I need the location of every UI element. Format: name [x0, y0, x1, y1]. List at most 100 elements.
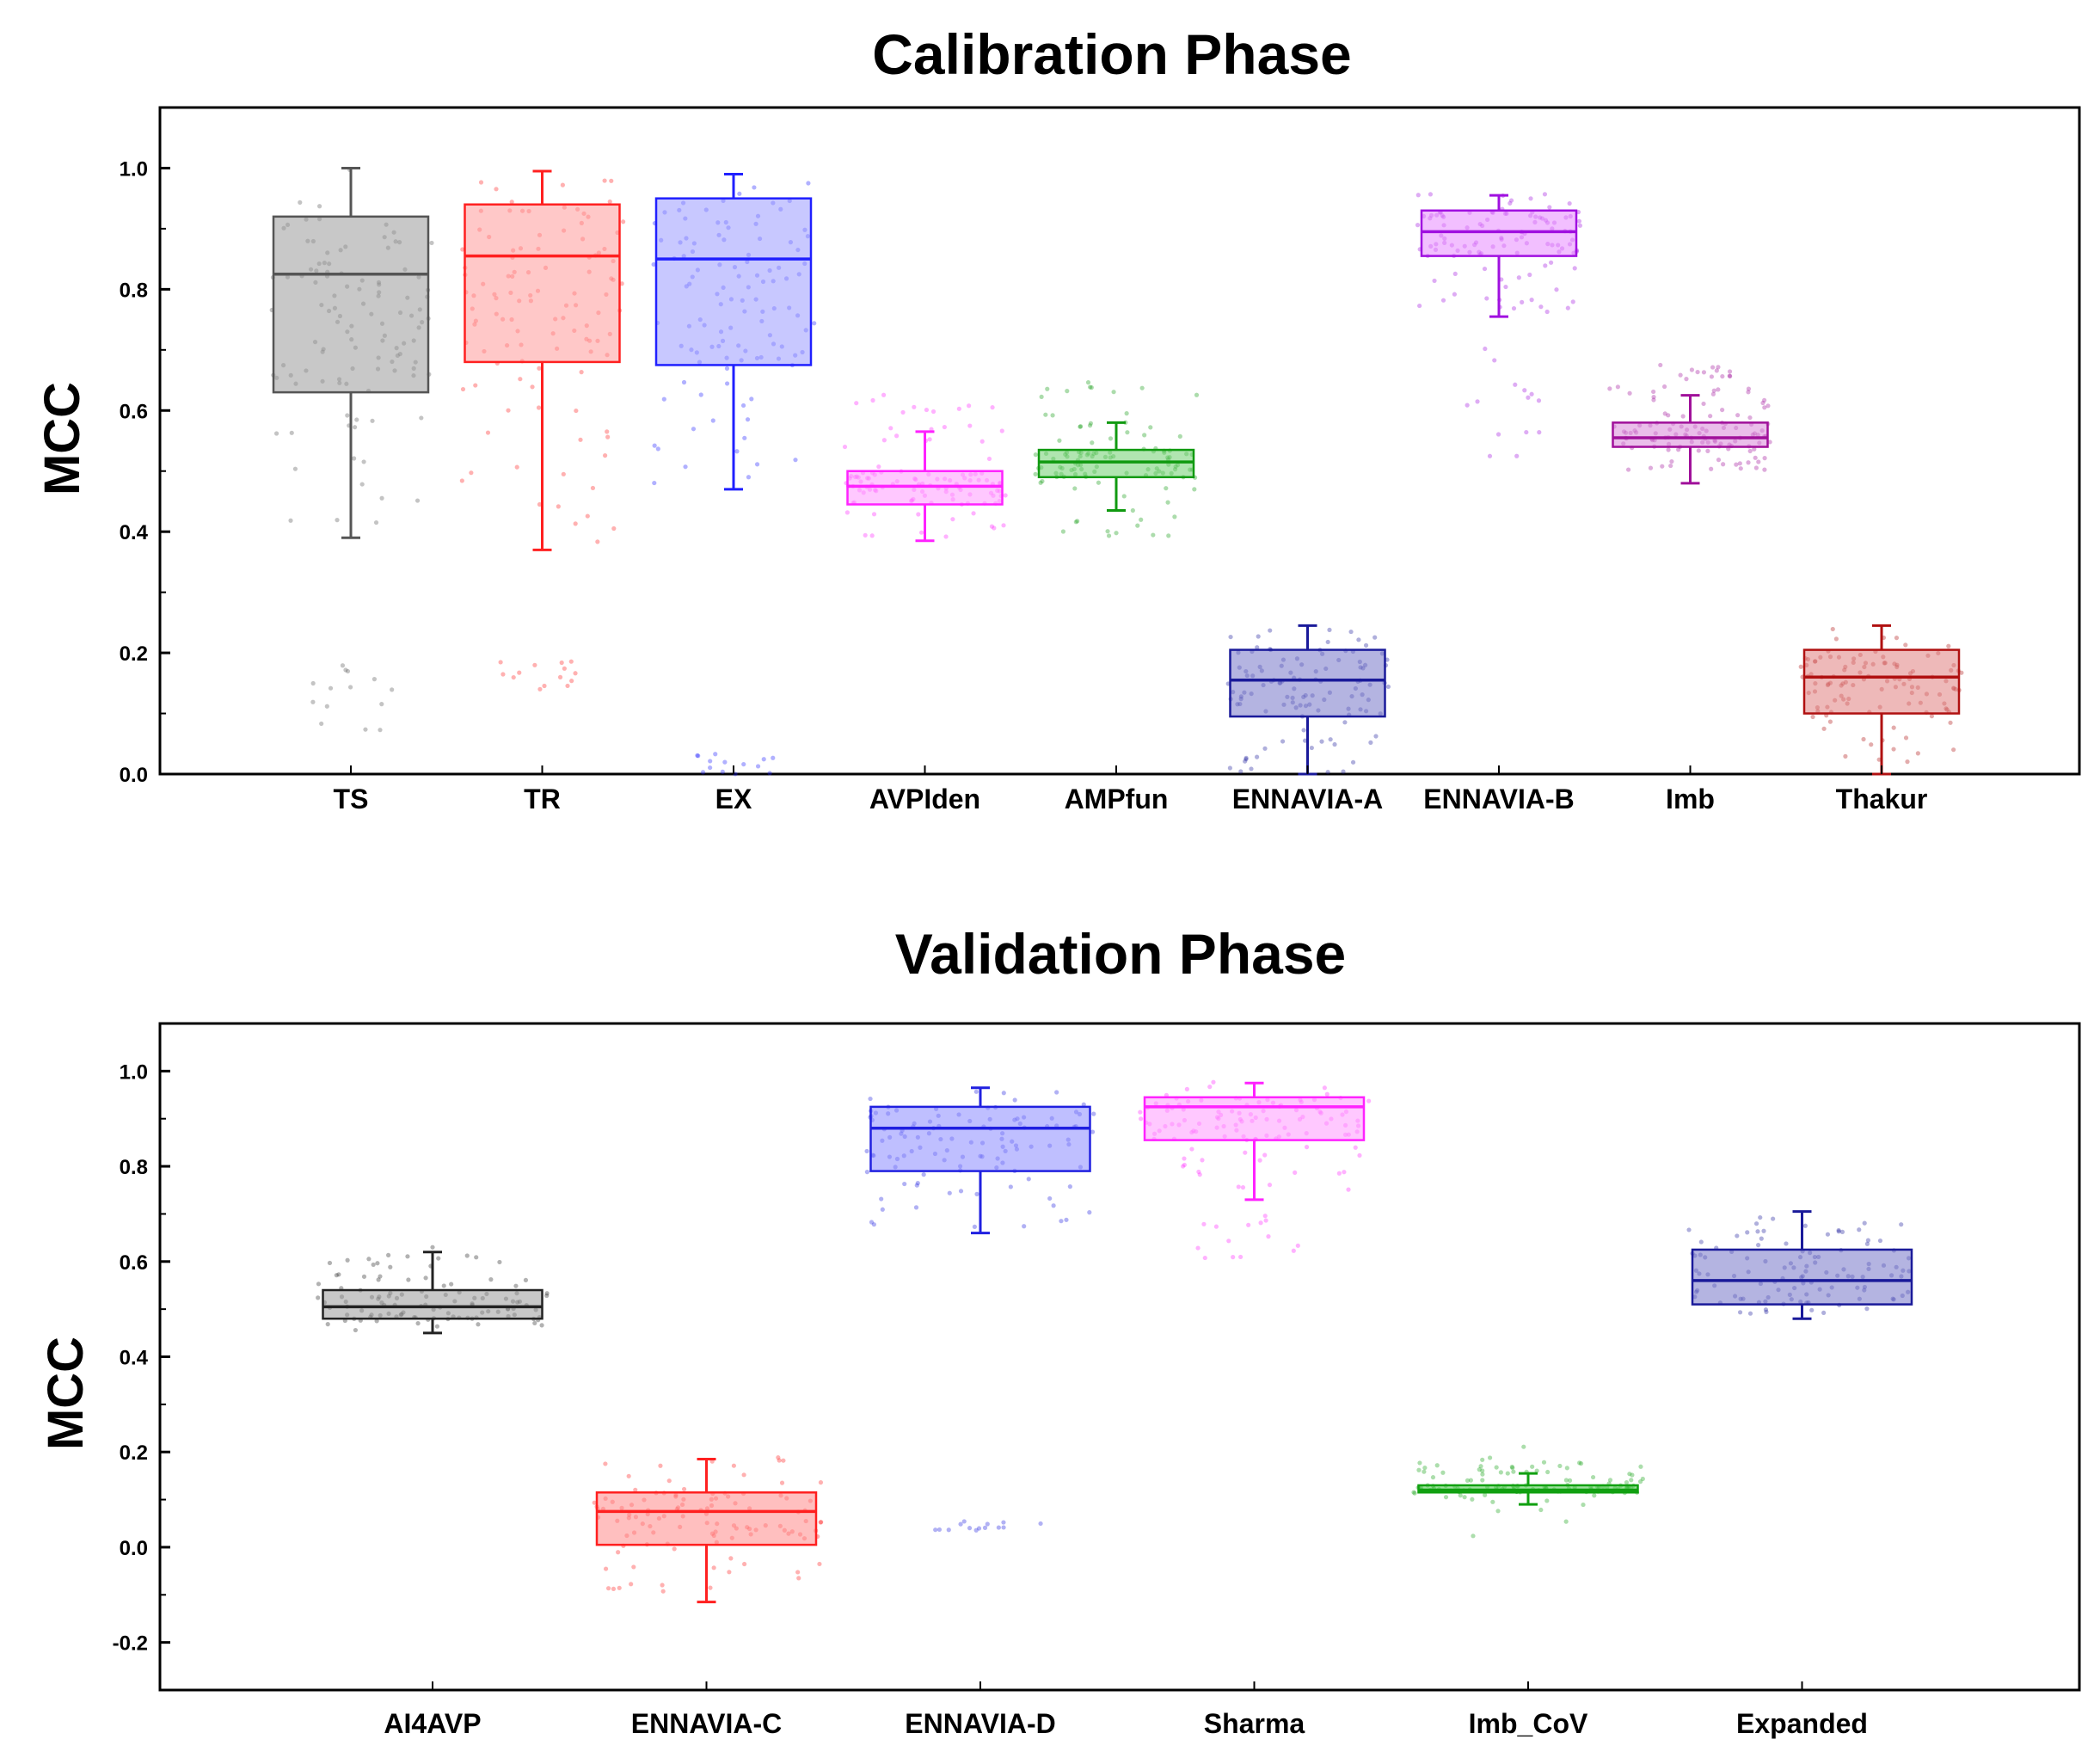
outlier-point	[1262, 1214, 1268, 1219]
data-point	[1627, 1472, 1632, 1477]
data-point	[1328, 737, 1333, 742]
data-point	[1959, 670, 1964, 675]
outlier-point	[722, 759, 728, 765]
data-point	[556, 504, 561, 509]
data-point	[1067, 1184, 1072, 1189]
y-tick-label: 0.6	[120, 400, 148, 423]
outlier-point	[559, 660, 564, 666]
data-point	[633, 1487, 638, 1492]
box-sharma	[1138, 1079, 1372, 1261]
data-point	[1319, 739, 1324, 744]
outlier-point	[345, 668, 351, 674]
calibration-panel: Calibration Phase MCC 0.0 0.2 0.4 0.6 0.8 1.0…	[34, 22, 2081, 814]
outlier-point	[537, 686, 543, 691]
outlier-point	[1529, 391, 1534, 396]
data-point	[1440, 1470, 1446, 1475]
data-point	[336, 1272, 341, 1277]
data-point	[1511, 305, 1517, 311]
data-point	[1458, 1493, 1463, 1498]
data-point	[1121, 494, 1127, 499]
data-point	[1607, 386, 1612, 391]
data-point	[1346, 1187, 1351, 1192]
outlier-point	[1563, 1519, 1569, 1524]
data-point	[602, 453, 608, 458]
data-point	[374, 1318, 379, 1324]
data-point	[1244, 755, 1249, 760]
data-point	[1054, 1090, 1059, 1095]
data-point	[1043, 412, 1048, 417]
data-point	[605, 1586, 611, 1591]
data-point	[1747, 415, 1753, 421]
outlier-point	[1701, 370, 1707, 375]
data-point	[1767, 439, 1772, 445]
data-point	[289, 430, 294, 435]
data-point	[1915, 751, 1920, 756]
outlier-point	[568, 659, 574, 664]
data-point	[1577, 223, 1583, 228]
data-point	[731, 1463, 736, 1468]
data-point	[881, 438, 887, 443]
data-point	[1676, 447, 1681, 452]
data-point	[1903, 735, 1909, 741]
data-point	[371, 1262, 376, 1268]
outlier-point	[1001, 1520, 1006, 1525]
data-point	[1033, 471, 1038, 476]
outlier-point	[713, 752, 718, 757]
data-point	[1452, 271, 1458, 277]
data-point	[506, 408, 511, 413]
outlier-point	[1226, 1238, 1231, 1244]
data-point	[660, 1589, 666, 1594]
data-point	[1105, 529, 1110, 534]
data-point	[1865, 1238, 1871, 1243]
data-point	[1081, 1102, 1086, 1107]
data-point	[1572, 266, 1577, 271]
y-tick-label: 0.4	[120, 1347, 149, 1370]
data-point	[537, 366, 542, 371]
data-point	[1207, 1085, 1213, 1090]
data-point	[1416, 1467, 1422, 1472]
category-label: Expanded	[1736, 1708, 1868, 1739]
data-point	[406, 1277, 411, 1282]
data-point	[1624, 1479, 1630, 1485]
data-point	[359, 482, 365, 487]
data-point	[386, 1252, 391, 1257]
category-label: ENNAVIA-B	[1423, 784, 1574, 814]
data-point	[1764, 1309, 1769, 1314]
data-point	[460, 386, 466, 392]
data-point	[1738, 466, 1743, 471]
data-point	[1142, 433, 1147, 438]
data-point	[1827, 719, 1833, 724]
data-point	[1078, 424, 1083, 429]
data-point	[514, 464, 519, 470]
data-point	[1857, 1227, 1862, 1232]
data-point	[1348, 629, 1354, 635]
data-point	[1510, 1466, 1515, 1471]
data-point	[1567, 1478, 1573, 1483]
data-point	[1096, 480, 1102, 485]
data-point	[609, 178, 614, 183]
data-point	[619, 281, 624, 286]
data-point	[544, 1291, 550, 1296]
data-point	[325, 1322, 330, 1327]
data-point	[579, 370, 584, 375]
outlier-point	[310, 699, 316, 704]
outlier-point	[1714, 368, 1719, 373]
data-point	[880, 1207, 885, 1212]
data-point	[1762, 467, 1767, 472]
data-point	[651, 261, 656, 267]
outlier-point	[946, 1527, 951, 1533]
category-label: Thakur	[1836, 784, 1928, 814]
data-point	[415, 498, 421, 503]
data-point	[683, 464, 688, 470]
data-point	[1541, 1460, 1547, 1465]
data-point	[741, 1561, 747, 1567]
data-point	[1139, 517, 1144, 522]
data-point	[560, 182, 565, 187]
data-point	[728, 1556, 734, 1561]
data-point	[273, 431, 279, 436]
data-point	[1302, 738, 1308, 743]
data-point	[335, 518, 340, 523]
data-point	[711, 1565, 716, 1570]
box-iqr	[322, 1288, 543, 1320]
